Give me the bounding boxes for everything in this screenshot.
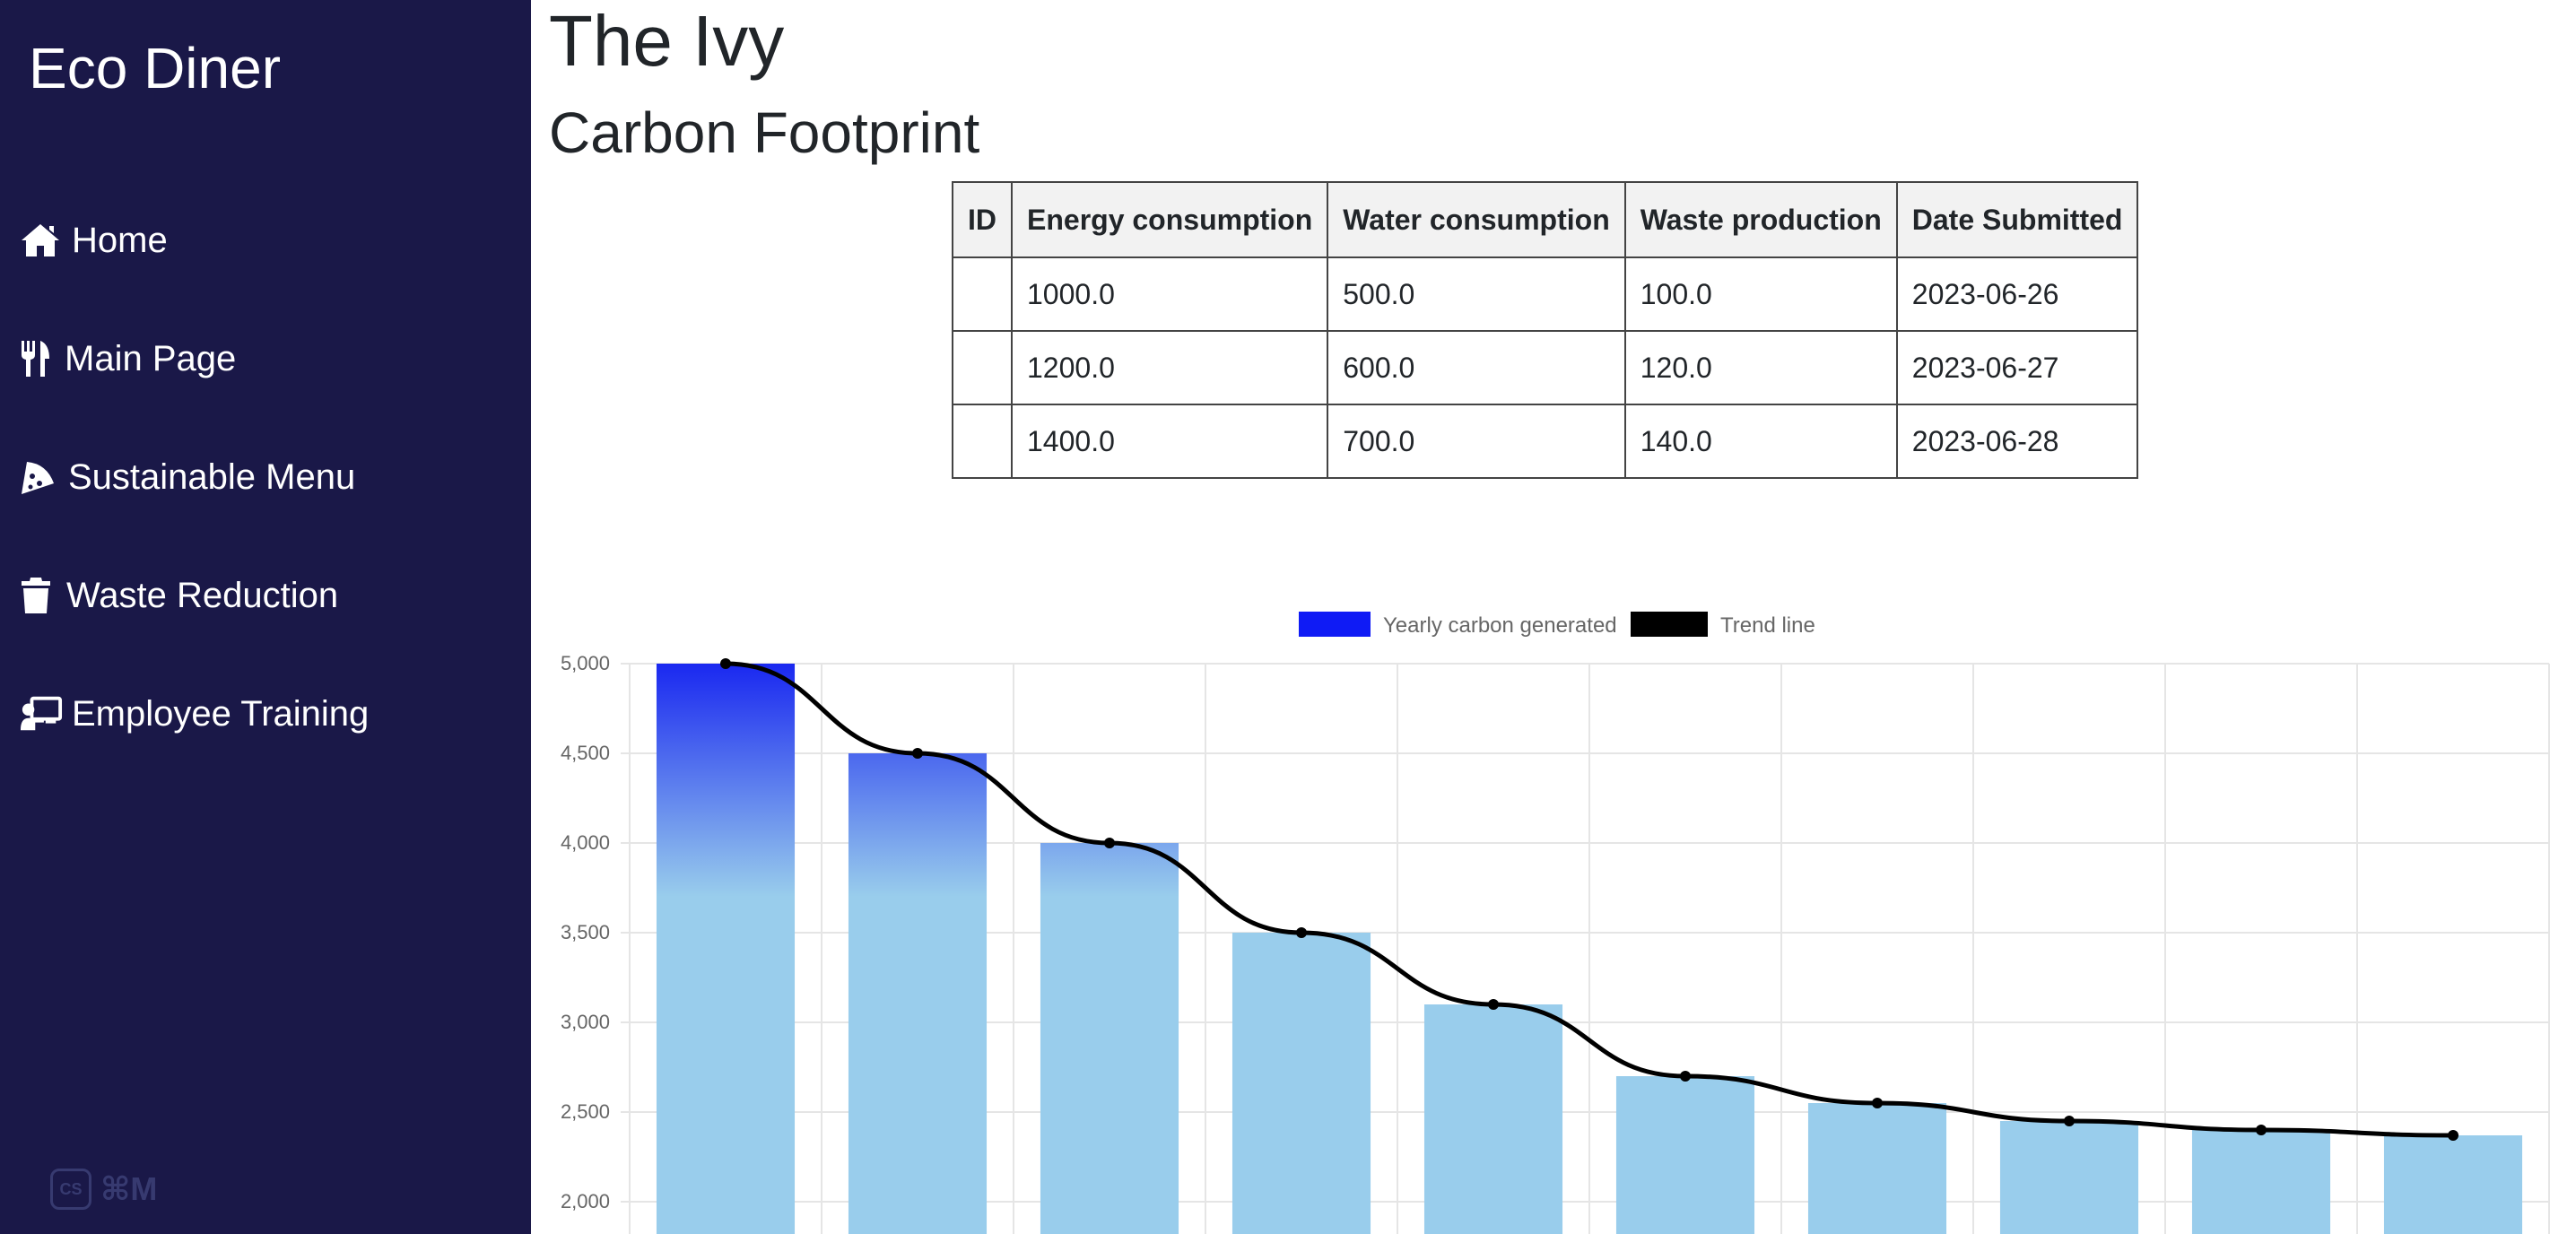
chart-bar bbox=[848, 753, 988, 1234]
page-title: The Ivy bbox=[549, 1, 785, 81]
nav-item-label: Home bbox=[72, 220, 168, 260]
table-row: 1200.0 600.0 120.0 2023-06-27 bbox=[952, 330, 2139, 405]
utensils-icon bbox=[20, 337, 56, 380]
column-header-id: ID bbox=[952, 181, 1013, 258]
chart-bar bbox=[1231, 933, 1371, 1234]
main-content: The Ivy Carbon Footprint ID Energy consu… bbox=[531, 0, 2576, 1234]
trend-point bbox=[720, 658, 731, 669]
chart-bar bbox=[2191, 1130, 2331, 1234]
nav-item-sustainable-menu[interactable]: Sustainable Menu bbox=[20, 448, 355, 506]
trend-point bbox=[1872, 1098, 1883, 1108]
nav-item-main-page[interactable]: Main Page bbox=[20, 330, 236, 387]
cell-waste: 140.0 bbox=[1623, 404, 1898, 479]
y-tick-label: 2,500 bbox=[561, 1100, 610, 1123]
trend-point bbox=[2448, 1130, 2459, 1141]
chart-bar bbox=[2383, 1135, 2523, 1234]
nav-item-label: Sustainable Menu bbox=[68, 456, 356, 497]
trend-point bbox=[2064, 1116, 2075, 1126]
carbon-chart: 5,000 4,500 4,000 3,500 3,000 2,500 2,000 Yearl… bbox=[531, 592, 2576, 1234]
shortcut-logo-icon: CS bbox=[50, 1169, 91, 1210]
table-header-row: ID Energy consumption Water consumption … bbox=[952, 181, 2139, 258]
chart-bar bbox=[1423, 1004, 1563, 1234]
cell-id bbox=[952, 330, 1013, 405]
y-tick-label: 5,000 bbox=[561, 652, 610, 674]
chart-bar bbox=[1615, 1076, 1755, 1234]
y-tick-label: 2,000 bbox=[561, 1190, 610, 1212]
y-tick-label: 4,000 bbox=[561, 831, 610, 854]
column-header-energy: Energy consumption bbox=[1010, 181, 1329, 258]
legend-label: Trend line bbox=[1720, 613, 1815, 638]
shortcut-keys: ⌘M bbox=[100, 1170, 158, 1207]
trend-point bbox=[912, 748, 923, 759]
trend-point bbox=[1680, 1071, 1691, 1082]
nav-item-label: Employee Training bbox=[72, 693, 370, 734]
cell-id bbox=[952, 256, 1013, 332]
carbon-footprint-table: ID Energy consumption Water consumption … bbox=[952, 181, 2139, 479]
legend-swatch bbox=[1631, 612, 1708, 637]
cell-energy: 1200.0 bbox=[1010, 330, 1329, 405]
home-icon bbox=[20, 219, 63, 262]
cell-water: 600.0 bbox=[1327, 330, 1626, 405]
chart-bar bbox=[1999, 1121, 2139, 1234]
sidebar: Eco Diner Home Main Page Sustainable Men… bbox=[0, 0, 531, 1234]
trend-point bbox=[1104, 838, 1115, 848]
table-row: 1000.0 500.0 100.0 2023-06-26 bbox=[952, 256, 2139, 332]
shortcut-badge[interactable]: CS ⌘M bbox=[50, 1164, 157, 1214]
column-header-date: Date Submitted bbox=[1895, 181, 2139, 258]
column-header-waste: Waste production bbox=[1623, 181, 1898, 258]
cell-date: 2023-06-27 bbox=[1895, 330, 2139, 405]
column-header-water: Water consumption bbox=[1327, 181, 1626, 258]
cell-date: 2023-06-26 bbox=[1895, 256, 2139, 332]
carbon-chart-svg: 5,000 4,500 4,000 3,500 3,000 2,500 2,000 Yearl… bbox=[561, 612, 2550, 1234]
pizza-slice-icon bbox=[20, 456, 59, 499]
nav-item-home[interactable]: Home bbox=[20, 212, 168, 269]
trash-icon bbox=[20, 574, 57, 617]
section-title: Carbon Footprint bbox=[549, 100, 980, 165]
chart-bar bbox=[1040, 843, 1179, 1234]
cell-waste: 100.0 bbox=[1623, 256, 1898, 332]
cell-energy: 1000.0 bbox=[1010, 256, 1329, 332]
legend-swatch bbox=[1299, 612, 1371, 637]
cell-water: 700.0 bbox=[1327, 404, 1626, 479]
cell-waste: 120.0 bbox=[1623, 330, 1898, 405]
brand-title[interactable]: Eco Diner bbox=[29, 36, 281, 100]
cell-water: 500.0 bbox=[1327, 256, 1626, 332]
cell-date: 2023-06-28 bbox=[1895, 404, 2139, 479]
trend-point bbox=[1296, 927, 1307, 938]
trend-line bbox=[725, 661, 2454, 1138]
chart-bar bbox=[1807, 1103, 1947, 1234]
legend-label: Yearly carbon generated bbox=[1383, 613, 1617, 638]
chalkboard-teacher-icon bbox=[20, 692, 63, 735]
cell-energy: 1400.0 bbox=[1010, 404, 1329, 479]
table-row: 1400.0 700.0 140.0 2023-06-28 bbox=[952, 404, 2139, 479]
chart-bar bbox=[656, 664, 796, 1234]
y-tick-label: 4,500 bbox=[561, 742, 610, 764]
nav-item-label: Waste Reduction bbox=[66, 575, 339, 615]
cell-id bbox=[952, 404, 1013, 479]
y-tick-label: 3,500 bbox=[561, 921, 610, 943]
trend-point bbox=[2256, 1125, 2267, 1135]
nav-item-waste-reduction[interactable]: Waste Reduction bbox=[20, 567, 338, 624]
nav-item-label: Main Page bbox=[65, 338, 237, 378]
nav-item-employee-training[interactable]: Employee Training bbox=[20, 685, 369, 743]
y-tick-label: 3,000 bbox=[561, 1011, 610, 1033]
trend-point bbox=[1488, 999, 1499, 1010]
